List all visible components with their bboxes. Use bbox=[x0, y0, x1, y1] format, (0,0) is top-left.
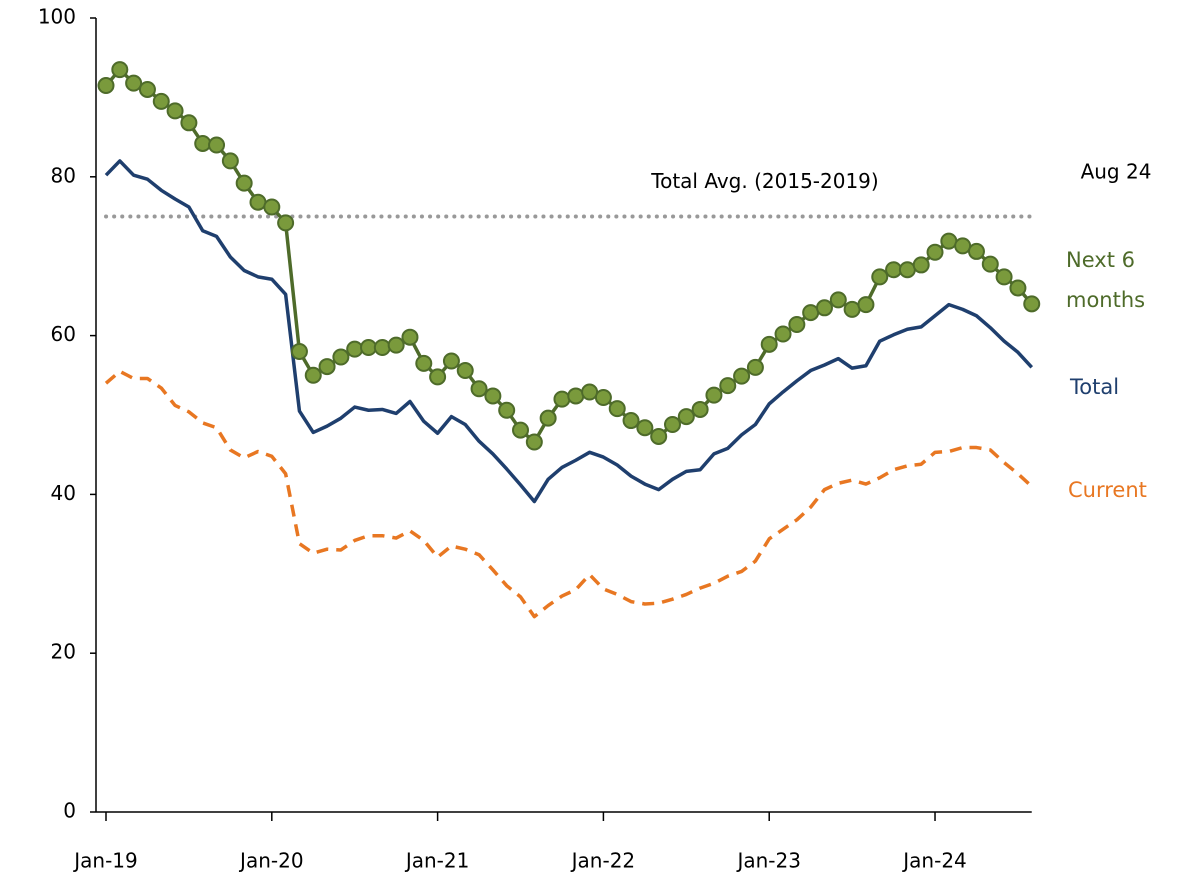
marker bbox=[967, 242, 985, 260]
marker bbox=[622, 412, 640, 430]
marker bbox=[138, 80, 156, 98]
marker bbox=[360, 339, 378, 357]
series-label: Next 6 months bbox=[1066, 248, 1146, 312]
marker bbox=[608, 400, 626, 418]
marker bbox=[125, 74, 143, 92]
marker bbox=[470, 380, 488, 398]
marker bbox=[249, 193, 267, 211]
marker bbox=[208, 136, 226, 154]
marker bbox=[539, 409, 557, 427]
marker bbox=[995, 268, 1013, 286]
marker bbox=[498, 401, 516, 419]
marker bbox=[912, 256, 930, 274]
marker bbox=[442, 352, 460, 370]
marker bbox=[180, 114, 198, 132]
marker bbox=[733, 367, 751, 385]
y-tick-label: 0 bbox=[63, 799, 76, 823]
marker bbox=[277, 214, 295, 232]
marker bbox=[194, 134, 212, 152]
marker bbox=[263, 198, 281, 216]
marker bbox=[484, 387, 502, 405]
marker bbox=[871, 268, 889, 286]
x-tick-label: Jan-20 bbox=[238, 849, 304, 873]
series-line bbox=[104, 369, 1033, 619]
x-tick-label: Jan-23 bbox=[735, 849, 801, 873]
marker bbox=[332, 348, 350, 366]
marker bbox=[774, 325, 792, 343]
marker bbox=[387, 336, 405, 354]
marker bbox=[1009, 279, 1027, 297]
marker bbox=[760, 335, 778, 353]
marker bbox=[318, 358, 336, 376]
marker bbox=[650, 427, 668, 445]
marker bbox=[802, 304, 820, 322]
marker bbox=[829, 291, 847, 309]
marker bbox=[553, 390, 571, 408]
marker bbox=[885, 261, 903, 279]
marker bbox=[788, 315, 806, 333]
marker bbox=[415, 354, 433, 372]
y-tick-label: 40 bbox=[51, 481, 76, 505]
marker bbox=[456, 362, 474, 380]
marker bbox=[304, 366, 322, 384]
marker bbox=[97, 76, 115, 94]
marker bbox=[663, 416, 681, 434]
marker bbox=[525, 433, 543, 451]
marker bbox=[581, 383, 599, 401]
marker bbox=[290, 342, 308, 360]
y-tick-label: 60 bbox=[51, 322, 76, 346]
marker bbox=[926, 243, 944, 261]
marker bbox=[843, 300, 861, 318]
series-label: Total bbox=[1070, 375, 1120, 399]
marker bbox=[954, 237, 972, 255]
marker bbox=[719, 377, 737, 395]
marker bbox=[940, 232, 958, 250]
marker bbox=[677, 408, 695, 426]
marker bbox=[166, 102, 184, 120]
marker bbox=[152, 92, 170, 110]
x-tick-label: Jan-21 bbox=[404, 849, 470, 873]
y-tick-label: 20 bbox=[51, 640, 76, 664]
marker bbox=[373, 339, 391, 357]
marker bbox=[111, 61, 129, 79]
marker bbox=[705, 386, 723, 404]
marker bbox=[235, 174, 253, 192]
y-tick-label: 100 bbox=[38, 5, 76, 29]
reference-label: Total Avg. (2015-2019) bbox=[650, 169, 878, 193]
marker bbox=[594, 389, 612, 407]
series-line bbox=[104, 67, 1034, 444]
marker bbox=[636, 419, 654, 437]
x-tick-label: Jan-22 bbox=[570, 849, 636, 873]
marker bbox=[981, 255, 999, 273]
marker bbox=[429, 368, 447, 386]
marker bbox=[401, 328, 419, 346]
marker bbox=[898, 261, 916, 279]
annotation: Aug 24 bbox=[1081, 160, 1152, 184]
x-tick-label: Jan-19 bbox=[72, 849, 138, 873]
marker bbox=[1023, 295, 1041, 313]
marker bbox=[512, 421, 530, 439]
marker bbox=[221, 152, 239, 170]
y-tick-label: 80 bbox=[51, 163, 76, 187]
marker bbox=[691, 400, 709, 418]
x-tick-label: Jan-24 bbox=[901, 849, 967, 873]
marker bbox=[857, 296, 875, 314]
series-line bbox=[104, 159, 1034, 504]
marker bbox=[346, 340, 364, 358]
series-label: Current bbox=[1068, 478, 1147, 502]
marker bbox=[746, 358, 764, 376]
marker bbox=[567, 387, 585, 405]
marker bbox=[815, 299, 833, 317]
